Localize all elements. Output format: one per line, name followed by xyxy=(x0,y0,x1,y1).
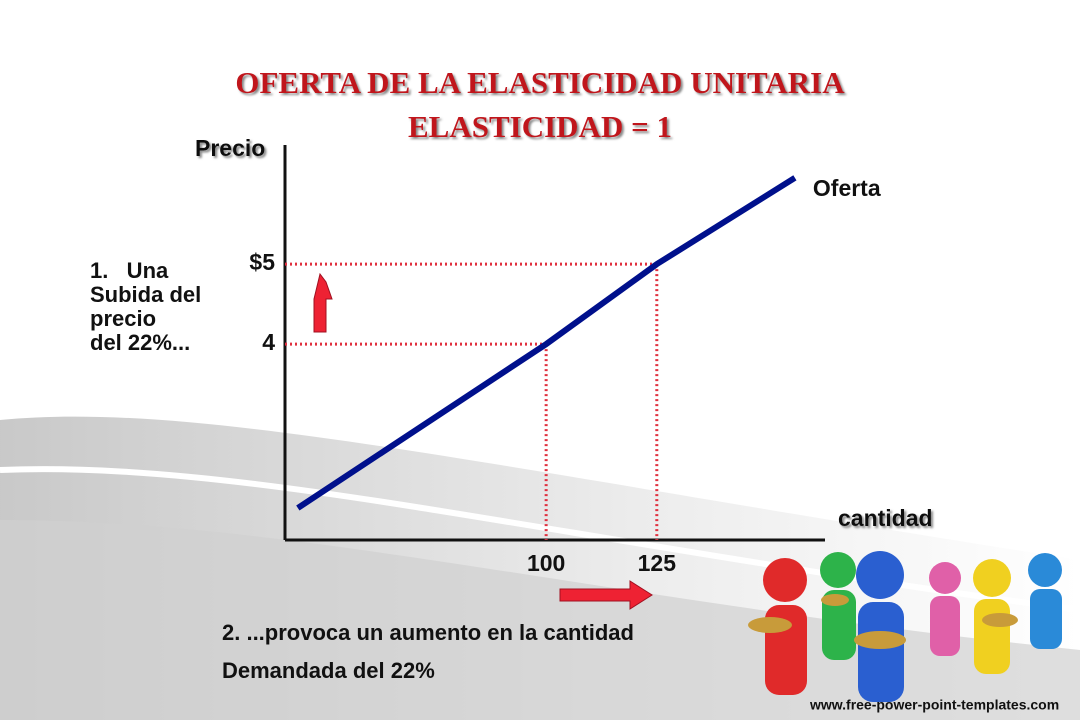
annotation: precio xyxy=(90,306,156,331)
annotation: Demandada del 22% xyxy=(222,658,435,683)
footer: www.free-power-point-templates.com xyxy=(809,697,1059,713)
annotation: Subida del xyxy=(90,282,201,307)
annotation: 1. Una xyxy=(90,258,169,283)
up-arrow xyxy=(313,272,333,333)
x-tick-label: 100 xyxy=(527,550,565,576)
x-tick-label: 125 xyxy=(638,550,677,576)
y-tick-label: 4 xyxy=(262,329,275,355)
y-tick-label: $5 xyxy=(249,249,275,275)
annotation: del 22%... xyxy=(90,330,190,355)
series-label: Oferta xyxy=(813,175,881,201)
right-arrow xyxy=(559,580,653,610)
arrows xyxy=(313,272,653,610)
x-axis-label: cantidad xyxy=(838,505,933,531)
axes xyxy=(283,145,825,542)
annotation: 2. ...provoca un aumento en la cantidad xyxy=(222,620,634,645)
people-illustration xyxy=(748,551,1062,702)
y-axis-label: Precio xyxy=(195,135,265,161)
background-swoosh xyxy=(0,416,1080,720)
supply-line xyxy=(296,175,797,511)
title-line: ELASTICIDAD = 1 xyxy=(408,109,672,144)
title-line: OFERTA DE LA ELASTICIDAD UNITARIA xyxy=(235,65,845,100)
